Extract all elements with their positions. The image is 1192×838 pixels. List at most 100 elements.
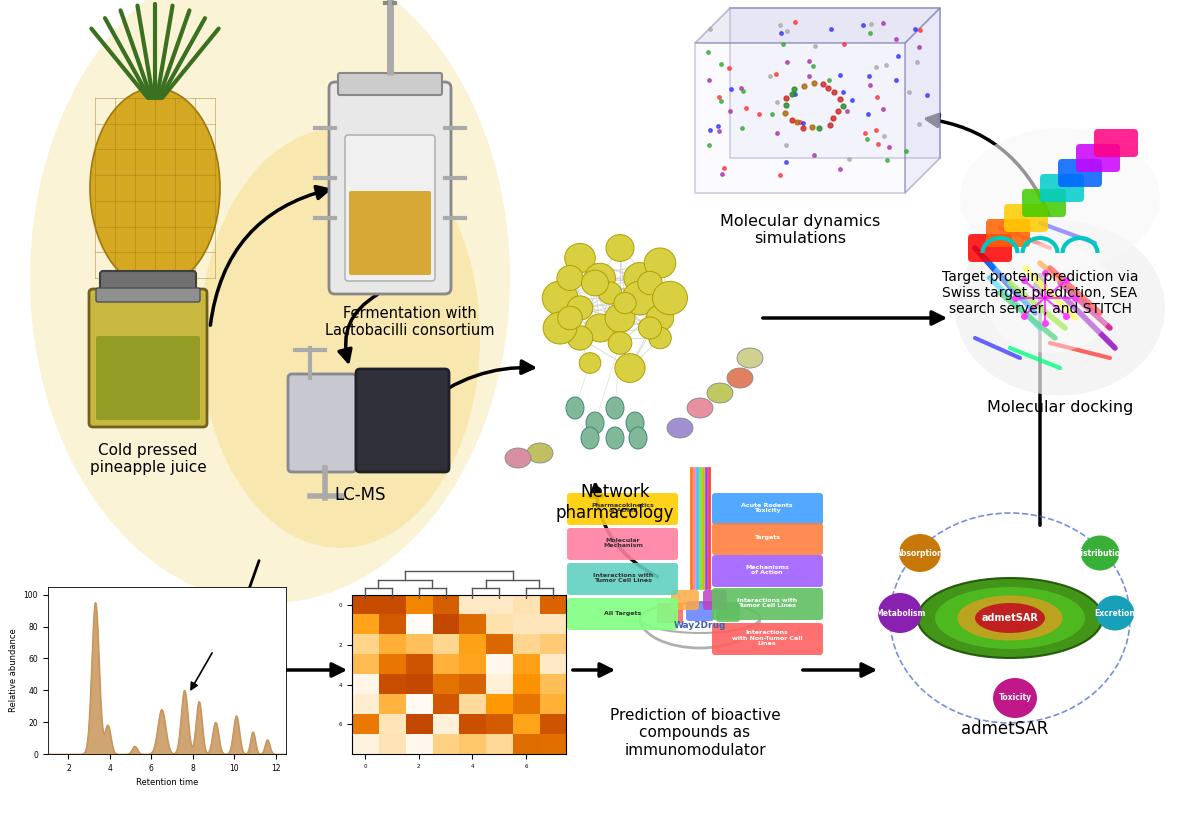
FancyBboxPatch shape [968, 234, 1012, 262]
Text: Targets: Targets [755, 535, 780, 541]
Polygon shape [730, 8, 940, 158]
FancyBboxPatch shape [356, 369, 449, 472]
Text: Acute Rodents
Toxicity: Acute Rodents Toxicity [741, 503, 793, 514]
Text: Network
pharmacology: Network pharmacology [555, 483, 675, 522]
Ellipse shape [567, 326, 592, 350]
Ellipse shape [646, 305, 673, 331]
Ellipse shape [582, 270, 608, 296]
Text: Heatmap diagram: Heatmap diagram [360, 736, 499, 751]
Text: LC-MS: LC-MS [334, 486, 386, 504]
FancyBboxPatch shape [712, 493, 822, 525]
Polygon shape [695, 43, 905, 193]
Ellipse shape [585, 314, 615, 342]
FancyBboxPatch shape [1058, 159, 1101, 187]
Ellipse shape [557, 266, 583, 291]
FancyBboxPatch shape [1076, 144, 1120, 172]
Ellipse shape [200, 128, 480, 548]
FancyBboxPatch shape [1094, 129, 1138, 157]
Polygon shape [695, 8, 940, 43]
FancyBboxPatch shape [97, 336, 200, 420]
Ellipse shape [993, 678, 1037, 718]
FancyBboxPatch shape [567, 528, 678, 560]
Ellipse shape [544, 312, 577, 344]
X-axis label: Retention time: Retention time [136, 779, 198, 788]
Ellipse shape [639, 317, 662, 339]
FancyBboxPatch shape [288, 374, 356, 472]
FancyBboxPatch shape [671, 590, 699, 610]
FancyBboxPatch shape [567, 598, 678, 630]
Text: Distribution: Distribution [1074, 549, 1125, 557]
Ellipse shape [879, 593, 921, 633]
FancyBboxPatch shape [89, 289, 207, 427]
Text: Interactions with
Tumor Cell Lines: Interactions with Tumor Cell Lines [737, 597, 797, 608]
Ellipse shape [581, 427, 600, 449]
FancyBboxPatch shape [567, 493, 678, 525]
Ellipse shape [652, 282, 688, 314]
FancyBboxPatch shape [657, 603, 683, 623]
Ellipse shape [623, 262, 656, 293]
Ellipse shape [586, 412, 604, 434]
Text: Cold pressed
pineapple juice: Cold pressed pineapple juice [89, 443, 206, 475]
Text: Toxicity: Toxicity [999, 694, 1031, 702]
Text: Interactions with
Tumor Cell Lines: Interactions with Tumor Cell Lines [592, 572, 653, 583]
Ellipse shape [975, 603, 1045, 633]
Ellipse shape [505, 448, 530, 468]
Text: Molecular dynamics
simulations: Molecular dynamics simulations [720, 214, 880, 246]
Ellipse shape [648, 327, 671, 349]
FancyBboxPatch shape [1004, 204, 1048, 232]
FancyBboxPatch shape [703, 590, 727, 610]
FancyBboxPatch shape [716, 602, 740, 622]
Ellipse shape [566, 397, 584, 419]
Text: admetSAR: admetSAR [981, 613, 1038, 623]
Y-axis label: Relative abundance: Relative abundance [8, 628, 18, 712]
FancyBboxPatch shape [97, 288, 200, 302]
FancyBboxPatch shape [349, 191, 432, 275]
FancyBboxPatch shape [567, 563, 678, 595]
Ellipse shape [644, 248, 676, 278]
FancyBboxPatch shape [329, 82, 451, 294]
Ellipse shape [91, 88, 221, 288]
Ellipse shape [567, 296, 592, 320]
Ellipse shape [606, 304, 635, 332]
Ellipse shape [626, 412, 644, 434]
FancyBboxPatch shape [687, 601, 714, 621]
Ellipse shape [565, 243, 595, 272]
Text: Molecular
Mechanism: Molecular Mechanism [603, 538, 642, 548]
Ellipse shape [30, 0, 510, 603]
FancyBboxPatch shape [986, 219, 1030, 247]
Ellipse shape [558, 306, 583, 330]
Polygon shape [905, 8, 940, 193]
Ellipse shape [629, 427, 647, 449]
Ellipse shape [608, 332, 632, 354]
Ellipse shape [918, 578, 1103, 658]
FancyBboxPatch shape [712, 555, 822, 587]
Text: Excretion: Excretion [1094, 608, 1136, 618]
Ellipse shape [622, 282, 658, 315]
Ellipse shape [668, 418, 693, 438]
Ellipse shape [584, 263, 615, 292]
Ellipse shape [935, 587, 1085, 649]
Ellipse shape [899, 534, 940, 572]
FancyBboxPatch shape [1039, 174, 1084, 202]
Text: Absorption: Absorption [896, 549, 944, 557]
Ellipse shape [606, 235, 634, 261]
FancyBboxPatch shape [712, 523, 822, 555]
Ellipse shape [542, 281, 578, 315]
Ellipse shape [606, 427, 623, 449]
Ellipse shape [1081, 535, 1119, 571]
Ellipse shape [615, 354, 645, 382]
Text: Chromatogram: Chromatogram [120, 736, 236, 751]
FancyBboxPatch shape [712, 588, 822, 620]
Ellipse shape [614, 292, 637, 313]
Ellipse shape [727, 368, 753, 388]
Ellipse shape [1095, 596, 1135, 630]
FancyBboxPatch shape [344, 135, 435, 281]
FancyBboxPatch shape [1022, 189, 1066, 217]
Text: Interactions
with Non-Tumor Cell
Lines: Interactions with Non-Tumor Cell Lines [732, 629, 802, 646]
Ellipse shape [737, 348, 763, 368]
Text: Metabolism: Metabolism [875, 608, 925, 618]
Text: Molecular docking: Molecular docking [987, 400, 1134, 415]
Ellipse shape [638, 272, 663, 295]
Text: Fermentation with
Lactobacilli consortium: Fermentation with Lactobacilli consortiu… [325, 306, 495, 339]
Text: All Targets: All Targets [604, 611, 641, 615]
